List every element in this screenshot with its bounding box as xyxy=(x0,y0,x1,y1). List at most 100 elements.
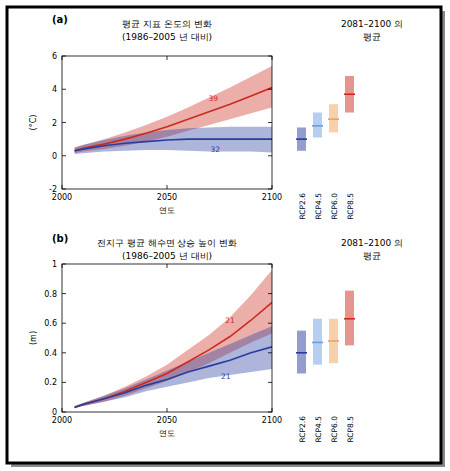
range-mean xyxy=(328,340,339,342)
range-label: RCP8.5 xyxy=(346,416,355,443)
y-axis-label: (°C) xyxy=(29,115,38,131)
mean-line xyxy=(75,88,272,151)
side-title: 2081–2100 의 xyxy=(341,19,403,29)
y-tick xyxy=(268,352,272,353)
y-tick xyxy=(62,155,66,156)
range-band xyxy=(75,66,272,153)
y-tick xyxy=(62,382,66,383)
range-mean xyxy=(296,138,307,140)
side-title: 평균 xyxy=(363,251,381,261)
y-tick xyxy=(62,323,66,324)
chart-root: (a)평균 지표 온도의 변화(1986–2005 년 대비)-20246200… xyxy=(0,0,450,471)
y-tick xyxy=(62,56,66,57)
mean-line xyxy=(75,347,272,408)
y-tick xyxy=(62,412,66,413)
x-tick xyxy=(272,56,273,60)
y-tick-label: 0.2 xyxy=(44,378,57,387)
model-count: 32 xyxy=(211,145,221,154)
range-label: RCP6.0 xyxy=(330,193,339,220)
range-label: RCP6.0 xyxy=(330,416,339,443)
x-tick-label: 2000 xyxy=(52,416,72,425)
range-bar xyxy=(313,319,322,365)
panel-label: (b) xyxy=(52,233,68,244)
x-axis-label: 연도 xyxy=(159,206,175,215)
range-label: RCP2.6 xyxy=(298,416,307,443)
x-tick-label: 2050 xyxy=(157,193,177,202)
y-tick xyxy=(62,352,66,353)
y-tick xyxy=(62,293,66,294)
range-mean xyxy=(344,93,355,95)
y-tick-label: 0.4 xyxy=(44,349,57,358)
range-mean xyxy=(312,125,323,127)
x-tick-label: 2100 xyxy=(262,416,282,425)
y-tick xyxy=(62,89,66,90)
range-band xyxy=(75,270,272,408)
x-tick xyxy=(167,185,168,189)
side-title: 평균 xyxy=(363,32,381,42)
x-tick xyxy=(62,185,63,189)
mean-line xyxy=(75,302,272,407)
x-tick xyxy=(272,264,273,268)
y-tick xyxy=(268,323,272,324)
y-tick-label: 0.8 xyxy=(44,290,57,299)
range-bar xyxy=(329,319,338,363)
range-label: RCP2.6 xyxy=(298,193,307,220)
y-tick-label: 6 xyxy=(52,52,57,61)
y-tick-label: 0.6 xyxy=(44,319,57,328)
range-mean xyxy=(328,118,339,120)
plot-frame xyxy=(62,264,272,412)
x-tick-label: 2050 xyxy=(157,416,177,425)
mean-line xyxy=(75,139,272,151)
range-bar xyxy=(313,113,322,138)
x-tick xyxy=(167,264,168,268)
y-tick xyxy=(268,89,272,90)
y-tick xyxy=(268,122,272,123)
range-mean xyxy=(312,342,323,344)
model-count: 39 xyxy=(208,94,218,103)
subtitle: (1986–2005 년 대비) xyxy=(122,32,212,42)
plot-data xyxy=(75,66,272,154)
x-axis-label: 연도 xyxy=(159,429,175,438)
range-bar xyxy=(345,76,354,113)
range-band xyxy=(75,326,272,407)
plot-data xyxy=(75,270,272,408)
range-label: RCP4.5 xyxy=(314,193,323,220)
y-tick xyxy=(62,264,66,265)
x-tick xyxy=(62,408,63,412)
y-tick xyxy=(268,412,272,413)
y-tick xyxy=(62,189,66,190)
y-tick-label: 1 xyxy=(52,260,57,269)
x-tick xyxy=(167,56,168,60)
y-tick xyxy=(268,155,272,156)
y-tick xyxy=(268,382,272,383)
y-tick-label: 4 xyxy=(52,85,57,94)
y-tick xyxy=(268,264,272,265)
range-band xyxy=(75,127,272,154)
y-axis-label: (m) xyxy=(29,331,38,345)
range-bar xyxy=(329,104,338,132)
title: 전지구 평균 해수면 상승 높이 변화 xyxy=(97,238,237,248)
y-tick-label: 2 xyxy=(52,119,57,128)
range-mean xyxy=(296,352,307,354)
range-label: RCP4.5 xyxy=(314,416,323,443)
x-tick xyxy=(272,408,273,412)
panel-label: (a) xyxy=(52,14,68,25)
range-bar xyxy=(297,331,306,374)
plot-frame xyxy=(62,56,272,189)
x-tick xyxy=(167,408,168,412)
side-title: 2081–2100 의 xyxy=(341,238,403,248)
panel: (b)전지구 평균 해수면 상승 높이 변화(1986–2005 년 대비)00… xyxy=(29,233,403,443)
y-tick xyxy=(268,189,272,190)
range-mean xyxy=(344,318,355,320)
range-bar xyxy=(345,291,354,346)
x-tick-label: 2000 xyxy=(52,193,72,202)
title: 평균 지표 온도의 변화 xyxy=(122,19,212,29)
x-tick xyxy=(62,264,63,268)
x-tick xyxy=(272,185,273,189)
subtitle: (1986–2005 년 대비) xyxy=(122,251,212,261)
model-count: 21 xyxy=(221,372,231,381)
x-tick-label: 2100 xyxy=(262,193,282,202)
model-count: 21 xyxy=(225,316,235,325)
range-label: RCP8.5 xyxy=(346,193,355,220)
range-bar xyxy=(297,127,306,150)
